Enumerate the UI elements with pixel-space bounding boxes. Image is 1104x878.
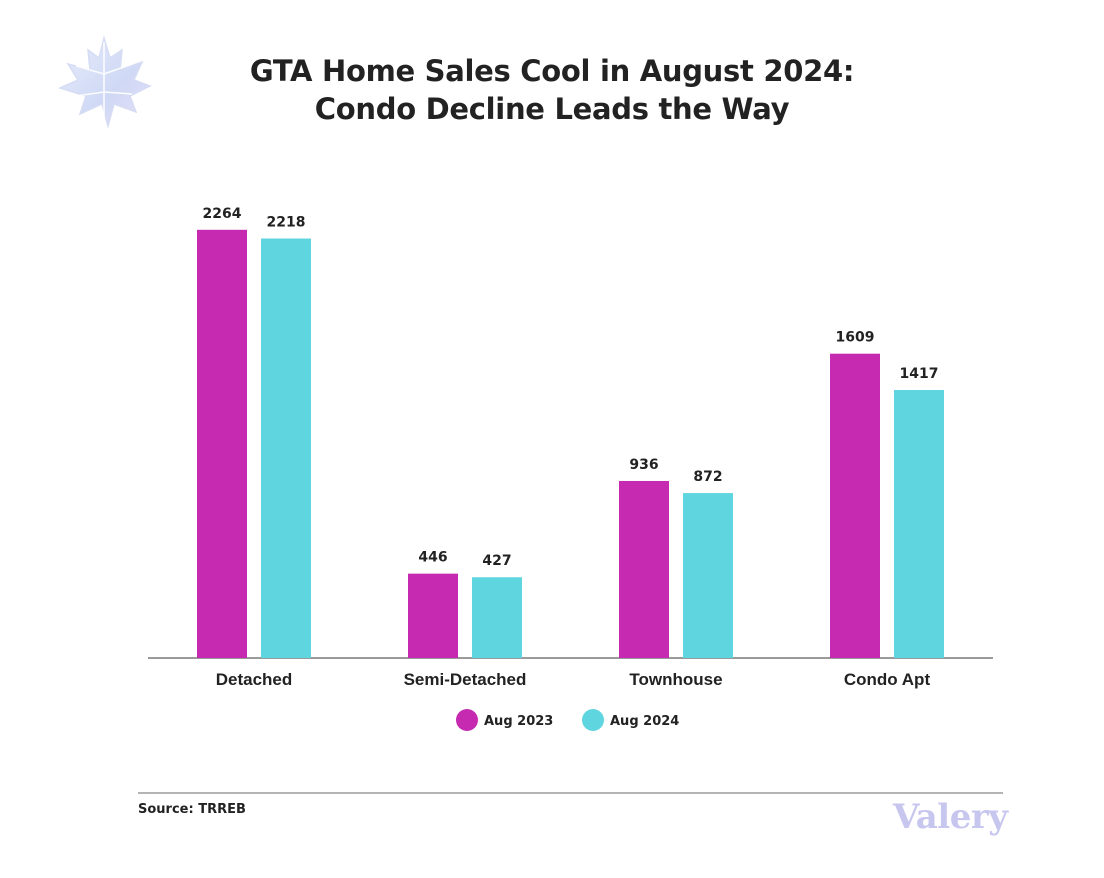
source-note: Source: TRREB xyxy=(138,802,246,817)
data-label: 872 xyxy=(693,469,722,485)
brand-logo: Valery xyxy=(893,797,1008,837)
bar-townhouse-aug-2024 xyxy=(683,493,733,658)
bar-detached-aug-2023 xyxy=(197,229,247,658)
bar-condo-apt-aug-2024 xyxy=(894,390,944,658)
legend-label: Aug 2024 xyxy=(610,714,679,729)
category-label: Detached xyxy=(216,670,293,689)
bar-condo-apt-aug-2023 xyxy=(830,353,880,658)
bar-semi-detached-aug-2024 xyxy=(472,577,522,658)
data-label: 427 xyxy=(482,553,511,569)
title-line-2: Condo Decline Leads the Way xyxy=(314,92,790,126)
category-label: Townhouse xyxy=(629,670,722,689)
category-label: Semi-Detached xyxy=(404,670,527,689)
bar-semi-detached-aug-2023 xyxy=(408,573,458,658)
maple-leaf-icon xyxy=(57,35,152,129)
data-label: 1609 xyxy=(836,330,875,346)
legend-label: Aug 2023 xyxy=(484,714,553,729)
legend-swatch xyxy=(582,709,604,731)
title-line-1: GTA Home Sales Cool in August 2024: xyxy=(249,54,855,88)
legend-swatch xyxy=(456,709,478,731)
category-label: Condo Apt xyxy=(844,670,931,689)
data-label: 2264 xyxy=(203,206,242,222)
data-label: 1417 xyxy=(900,366,939,382)
data-label: 2218 xyxy=(267,215,306,231)
data-label: 446 xyxy=(418,550,447,566)
bar-townhouse-aug-2023 xyxy=(619,480,669,658)
page-title: GTA Home Sales Cool in August 2024: Cond… xyxy=(0,52,1104,128)
bar-detached-aug-2024 xyxy=(261,238,311,658)
data-label: 936 xyxy=(629,457,658,473)
